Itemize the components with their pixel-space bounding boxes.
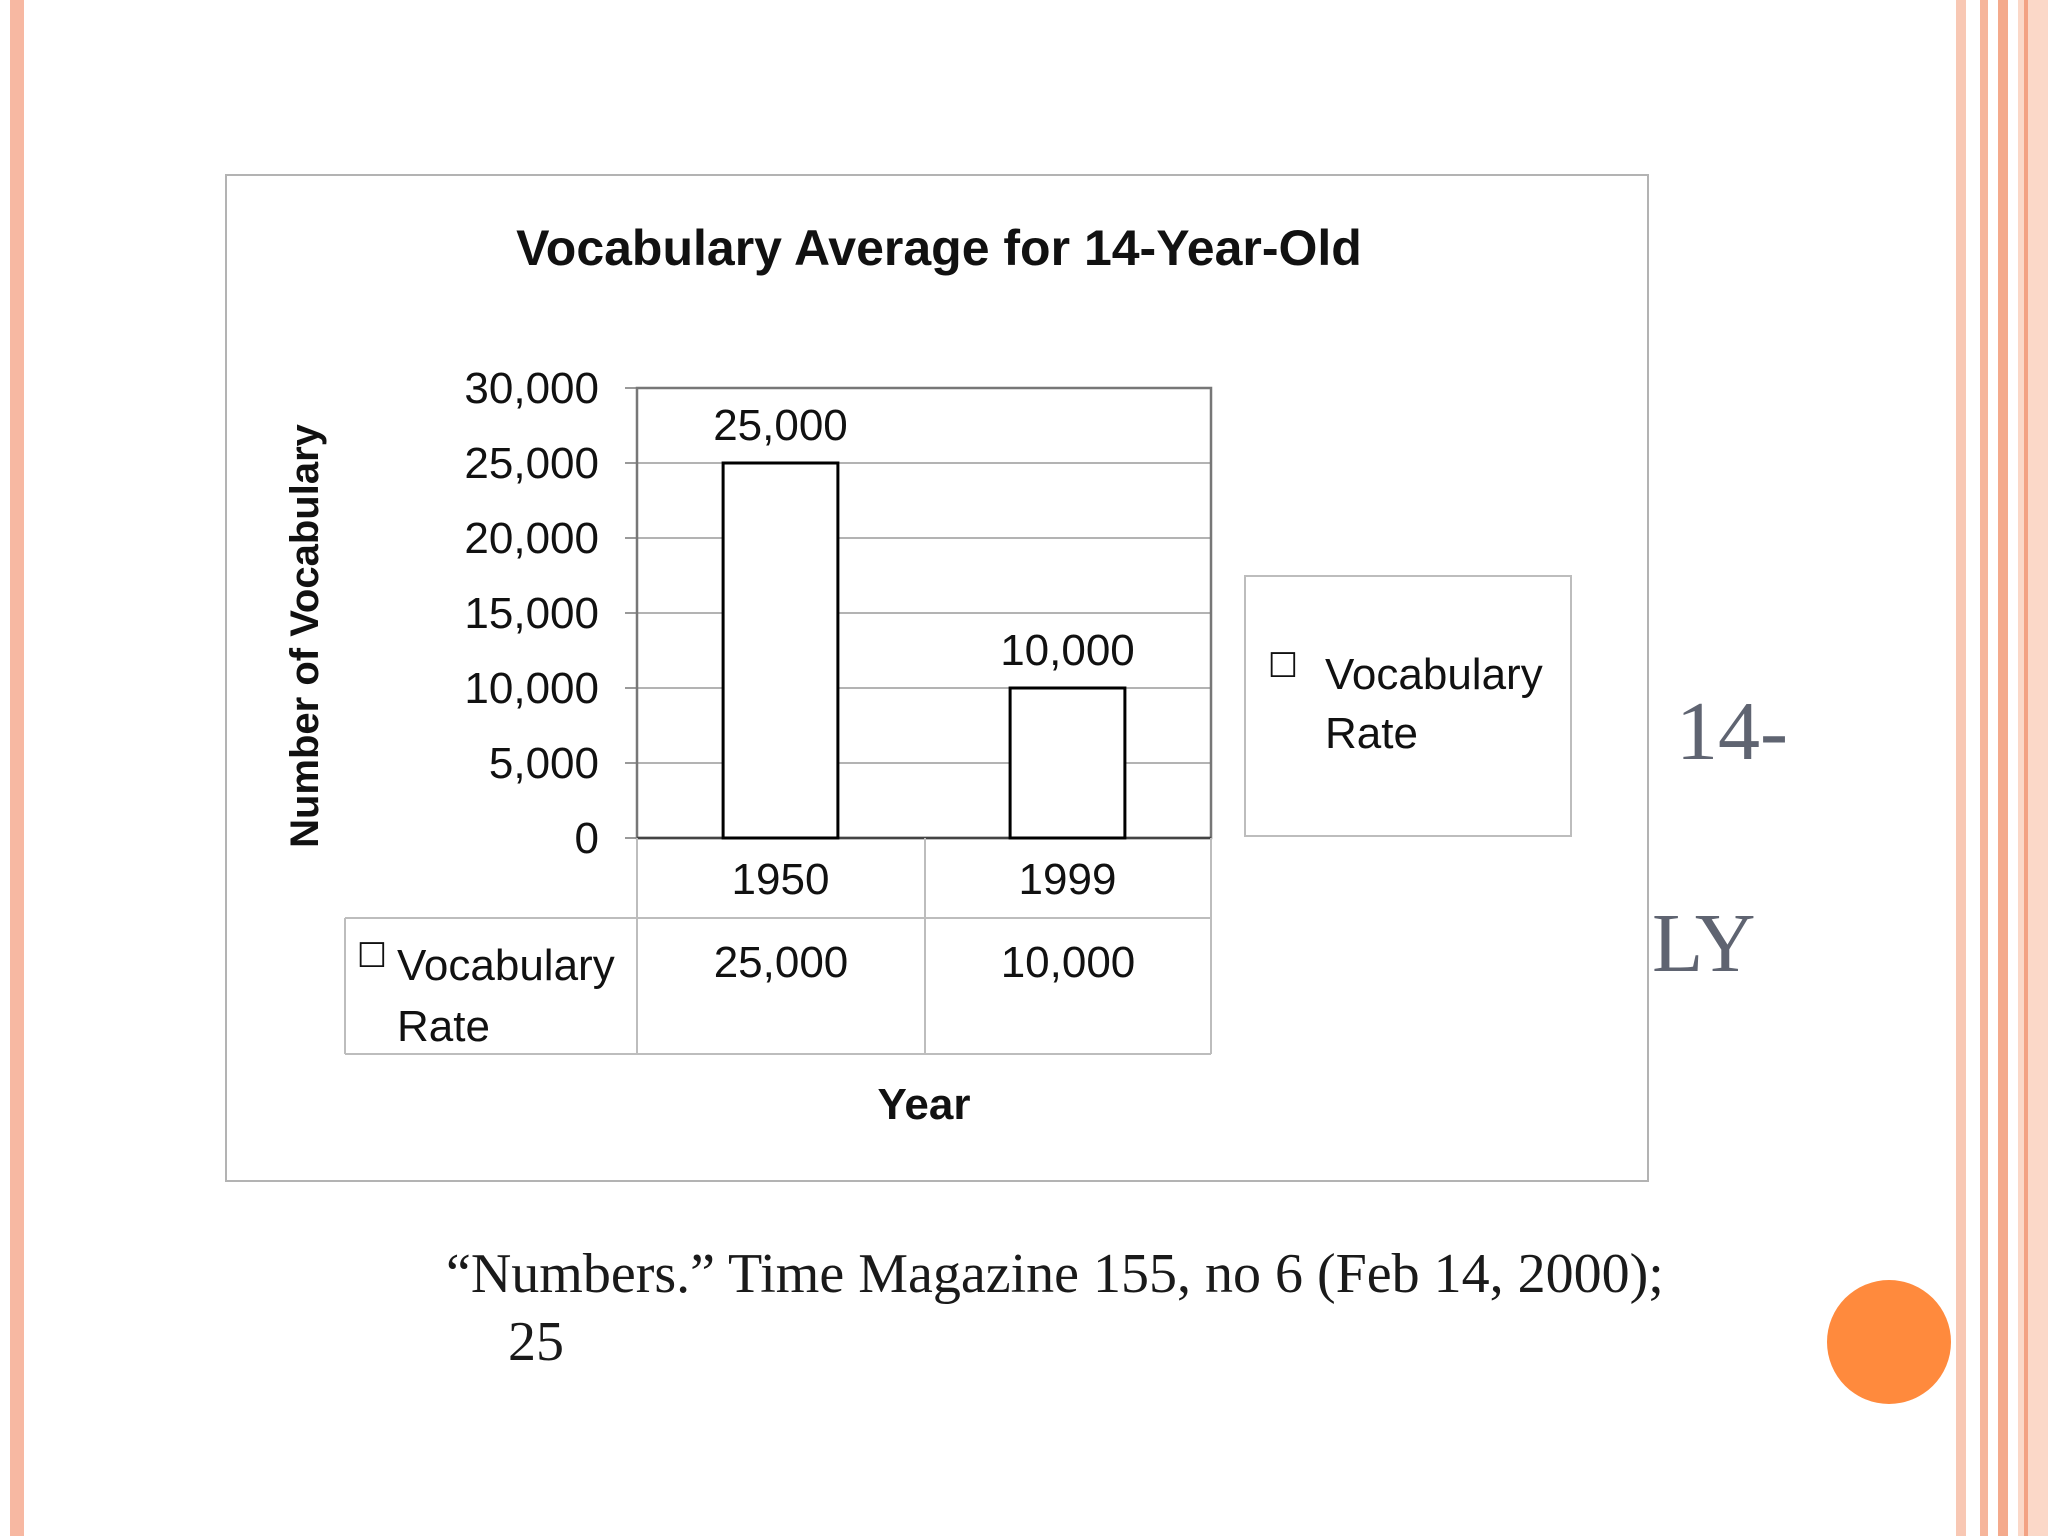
x-axis-label: Year [878,1080,971,1129]
y-tick-label: 5,000 [489,739,599,788]
y-tick-label: 10,000 [464,664,599,713]
y-tick-label: 0 [575,814,599,863]
slide-title-fragment-2: LY [1652,897,1756,990]
data-table-value-1950: 25,000 [714,938,849,987]
data-table-row-label-line2: Rate [397,1002,490,1051]
x-tick-label-1950: 1950 [732,855,830,904]
right-accent-stripe-5 [2024,0,2028,1536]
vocabulary-chart: Vocabulary Average for 14-Year-Old Numbe… [283,220,1572,1129]
source-citation: “Numbers.” Time Magazine 155, no 6 (Feb … [446,1240,1846,1377]
citation-line-2: 25 [508,1311,564,1374]
bar-1950 [721,461,840,840]
decorative-circle [1827,1280,1951,1404]
data-table-row-label-line1: Vocabulary [397,941,615,990]
right-accent-stripe-2 [1980,0,1988,1536]
left-accent-stripe [10,0,24,1536]
right-accent-stripe-4 [2018,0,2048,1536]
x-tick-label-1999: 1999 [1019,855,1117,904]
y-tick-label: 30,000 [464,364,599,413]
slide-title-fragment-1: 14- [1676,685,1788,778]
data-table-marker: ☐ [357,936,387,976]
y-tick-label: 25,000 [464,439,599,488]
y-axis-label: Number of Vocabulary [283,423,327,848]
chart-frame: Vocabulary Average for 14-Year-Old Numbe… [225,174,1649,1182]
legend-label-line2: Rate [1325,709,1418,758]
y-tick-label: 20,000 [464,514,599,563]
bar-data-label-1999: 10,000 [1000,626,1135,675]
right-accent-stripe-1 [1956,0,1966,1536]
data-table-value-1999: 10,000 [1001,938,1136,987]
legend-box [1244,575,1572,837]
data-table: ☐ Vocabulary Rate 25,000 10,000 [344,838,1212,1055]
chart-title: Vocabulary Average for 14-Year-Old [516,220,1362,276]
bar-data-label-1950: 25,000 [713,401,848,450]
right-accent-stripe-3 [1998,0,2008,1536]
citation-line-1: “Numbers.” Time Magazine 155, no 6 (Feb … [446,1243,1664,1305]
legend-marker: ☐ [1268,646,1298,686]
legend-label-line1: Vocabulary [1325,650,1543,699]
bar-1999 [1008,686,1127,840]
slide-title-partial: 14- LY [1640,690,1900,1030]
y-tick-label: 15,000 [464,589,599,638]
plot-area: 0 5,000 10,000 15,000 20,000 25,000 30,000 25,0… [464,364,1213,904]
